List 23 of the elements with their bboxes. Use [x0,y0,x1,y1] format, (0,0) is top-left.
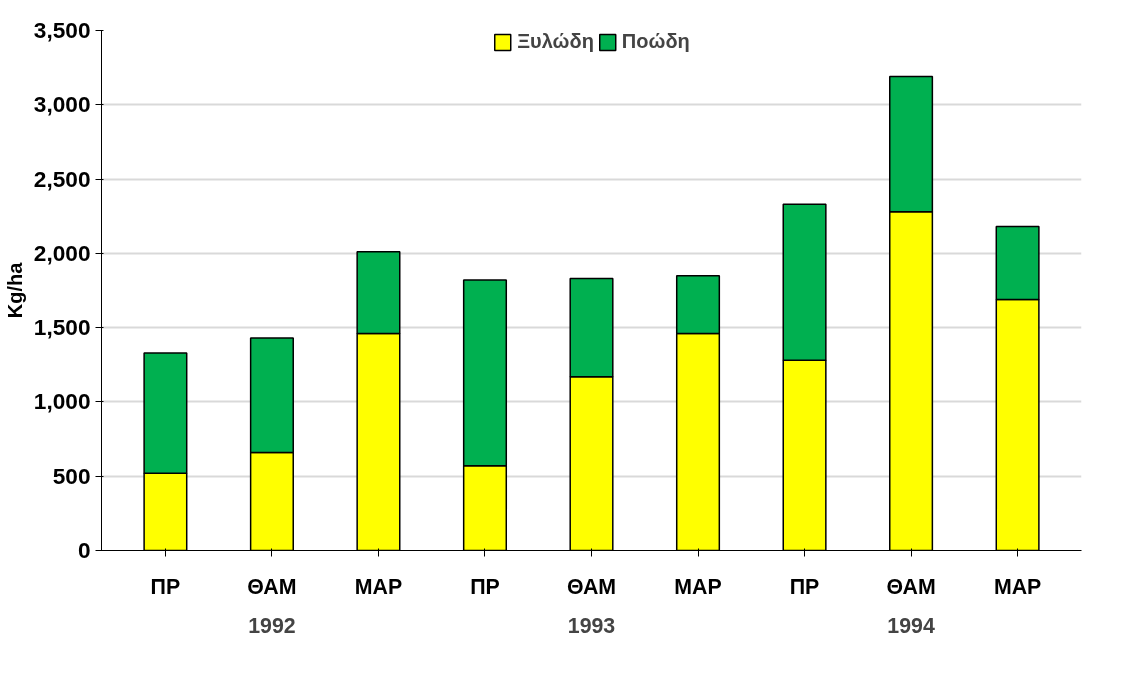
x-tick-label: ΘΑΜ [886,574,936,599]
text: 1994 [887,613,935,638]
x-tick-label: ΠΡ [470,574,500,599]
x-tick-label: ΘΑΜ [566,574,617,599]
legend-label: Ξυλώδη [517,30,594,53]
x-tick-label: ΜΑΡ [354,574,403,599]
y-tick-label: 0 [77,537,91,563]
y-tick-label: 3,500 [33,17,91,43]
text: 1992 [248,613,296,638]
text: 1993 [567,613,616,638]
y-tick-label: 500 [52,462,91,489]
y-tick-label: 2,500 [33,165,91,192]
y-tick-label: 1,000 [33,388,91,415]
x-tick-label: ΠΡ [150,574,181,599]
y-tick-label: 2,000 [33,239,91,266]
x-tick-label: ΠΡ [789,574,820,599]
x-tick-label: ΜΑΡ [993,574,1042,599]
y-axis-title: Kg/ha [3,261,26,319]
y-tick-label: 1,500 [33,314,91,341]
y-tick-label: 3,000 [33,91,91,118]
x-tick-label: ΜΑΡ [674,574,722,599]
x-tick-label: ΘΑΜ [247,574,297,599]
legend-label: Ποώδη [621,30,690,53]
